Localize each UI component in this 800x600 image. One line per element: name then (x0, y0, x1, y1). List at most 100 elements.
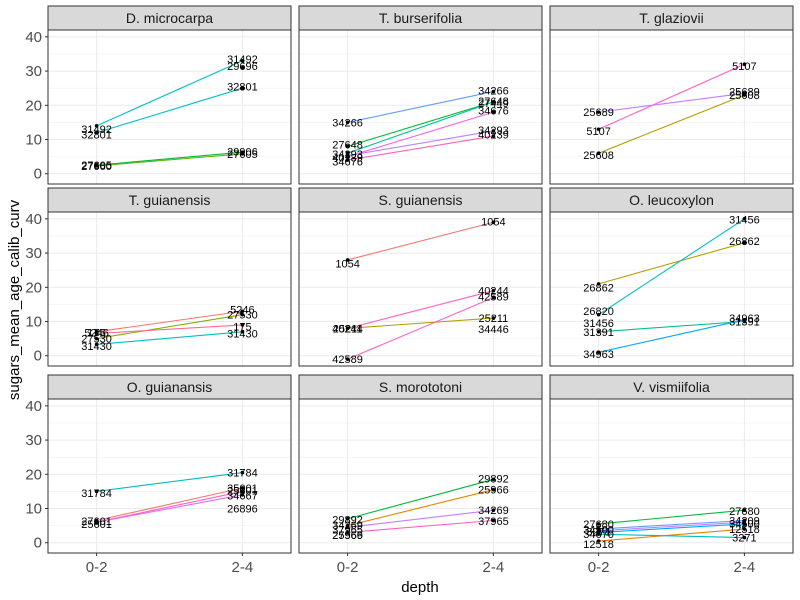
point-label: 40244 (478, 286, 509, 298)
y-tick-label: 10 (25, 132, 42, 149)
series-line (96, 60, 243, 127)
facet-strip-label: O. leucoxylon (629, 192, 714, 208)
point-label: 40244 (332, 323, 363, 335)
point-label: 3271 (732, 533, 756, 545)
series-line (598, 94, 745, 154)
facet-panel: S. morototoni298923426937965259662756929… (298, 374, 543, 576)
data-point (345, 530, 350, 535)
point-label: 34500 (583, 524, 614, 536)
point-label: 175 (87, 327, 105, 339)
series-line (96, 331, 243, 345)
data-point (240, 86, 245, 90)
panel-border (549, 398, 794, 554)
series-line (96, 490, 243, 523)
point-label: 35001 (227, 483, 258, 495)
series-line (598, 519, 745, 530)
data-point (491, 129, 496, 133)
facet-strip (298, 187, 543, 213)
data-point (491, 110, 496, 114)
point-label: 31784 (227, 468, 258, 480)
point-label: 32801 (81, 129, 112, 141)
series-line (598, 319, 745, 353)
point-label: 27648 (478, 96, 509, 108)
point-label: 1054 (335, 258, 359, 270)
plot-background (550, 30, 793, 184)
facet-strip (549, 374, 794, 400)
point-label: 34667 (227, 491, 258, 503)
y-tick-label: 40 (25, 211, 42, 228)
data-point (596, 282, 601, 286)
point-label: 27569 (332, 530, 363, 542)
y-tick-label: 20 (25, 466, 42, 483)
point-label: 31492 (227, 54, 258, 66)
data-point (345, 144, 350, 149)
point-label: 31456 (583, 318, 614, 330)
series-line (347, 91, 494, 123)
x-tick-label: 2-4 (734, 559, 756, 576)
data-point (345, 326, 350, 331)
data-point (240, 486, 245, 490)
point-label: 34269 (478, 505, 509, 517)
point-label: 25608 (729, 90, 760, 102)
data-point (596, 110, 601, 114)
data-point (94, 336, 99, 341)
point-label: 27605 (81, 160, 112, 172)
point-label: 5107 (586, 126, 610, 138)
series-line (598, 523, 745, 534)
point-label: 42589 (478, 292, 509, 304)
series-line (347, 111, 494, 158)
point-label: 32801 (227, 81, 258, 93)
series-line (598, 320, 745, 333)
data-point (596, 539, 601, 543)
point-label: 34670 (583, 529, 614, 541)
series-line (598, 528, 745, 542)
plot-background (48, 212, 291, 366)
data-point (596, 151, 601, 155)
point-label: 26862 (729, 236, 760, 248)
data-point (742, 241, 747, 245)
series-line (598, 92, 745, 113)
point-label: 25601 (227, 486, 258, 498)
data-point (596, 329, 601, 334)
data-point (742, 217, 747, 221)
panel-border (298, 211, 543, 367)
data-point (742, 535, 747, 540)
point-label: 40239 (478, 129, 509, 141)
data-point (345, 357, 350, 361)
plot-background (299, 399, 542, 553)
data-point (240, 59, 245, 63)
point-label: 26896 (227, 504, 258, 516)
point-label: 34963 (729, 313, 760, 325)
series-line (96, 314, 243, 340)
x-tick-label: 0-2 (86, 559, 108, 576)
data-point (240, 323, 245, 327)
point-label: 3271 (586, 526, 610, 538)
plot-background (48, 399, 291, 553)
facet-strip-label: T. glaziovii (639, 10, 704, 26)
data-point (94, 331, 99, 336)
series-line (598, 533, 745, 539)
data-point (491, 89, 496, 94)
point-label: 29906 (227, 146, 258, 158)
y-tick-label: 20 (25, 279, 42, 296)
point-label: 12518 (729, 524, 760, 536)
facet-strip-label: D. microcarpa (126, 10, 213, 26)
data-point (742, 522, 747, 526)
data-point (491, 288, 496, 293)
y-tick-label: 30 (25, 245, 42, 262)
point-label: 31391 (729, 317, 760, 329)
point-label: 34676 (332, 156, 363, 168)
point-label: 25601 (81, 519, 112, 531)
series-line (347, 101, 494, 154)
panel-border (298, 29, 543, 185)
point-label: 31492 (81, 124, 112, 136)
series-line (96, 472, 243, 492)
data-point (491, 100, 496, 104)
point-label: 34209 (729, 515, 760, 527)
data-point (596, 532, 601, 536)
data-point (491, 134, 496, 138)
data-point (240, 470, 245, 475)
series-line (347, 317, 494, 329)
series-line (347, 478, 494, 520)
point-label: 1054 (481, 217, 505, 229)
